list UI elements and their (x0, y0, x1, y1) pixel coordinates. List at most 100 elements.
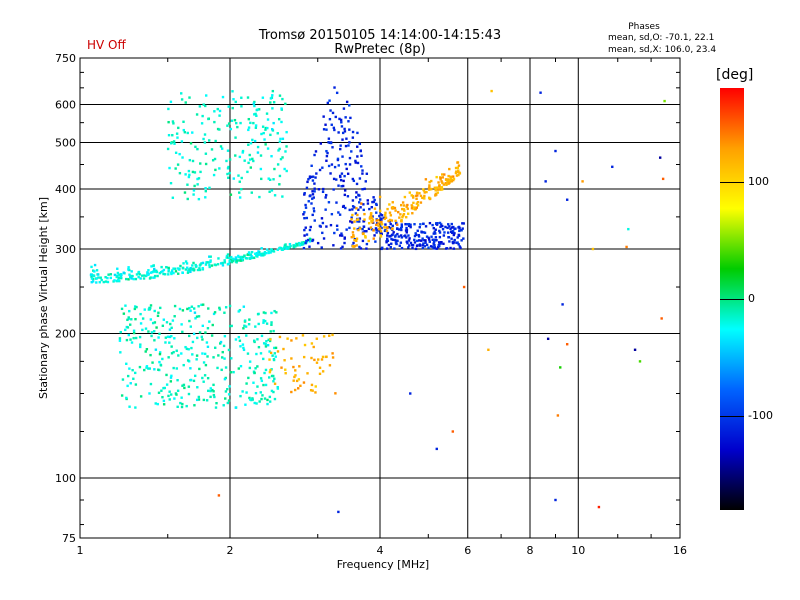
data-point (206, 261, 209, 264)
y-axis-label: Stationary phase Virtual Height [km] (37, 197, 50, 399)
data-point (209, 387, 212, 390)
data-point (247, 161, 250, 165)
data-point (227, 105, 230, 108)
y-tick-label: 400 (55, 183, 76, 196)
data-point (421, 237, 424, 240)
data-point (441, 224, 444, 228)
data-point (91, 277, 95, 281)
data-point (317, 358, 320, 361)
data-point (389, 245, 392, 249)
data-point (241, 149, 245, 153)
data-point (445, 183, 448, 186)
data-point (397, 228, 401, 231)
data-point (237, 367, 241, 370)
data-point (98, 281, 101, 284)
data-point (340, 232, 343, 235)
data-point (226, 401, 229, 405)
data-point (456, 166, 460, 169)
data-point (370, 228, 374, 231)
data-point (207, 261, 211, 264)
data-point (358, 142, 362, 146)
data-point (134, 383, 138, 386)
data-point (199, 170, 202, 174)
data-point (240, 187, 243, 191)
data-point (196, 183, 199, 186)
data-point (440, 188, 443, 191)
data-point (253, 139, 257, 143)
data-point (113, 279, 116, 282)
data-point (257, 108, 261, 111)
data-point (222, 404, 225, 407)
data-point (139, 322, 143, 325)
data-point (214, 139, 217, 143)
data-point (165, 321, 169, 324)
data-point (305, 186, 309, 190)
data-point (295, 242, 299, 246)
data-point (344, 144, 348, 148)
data-point (149, 382, 153, 386)
data-point (265, 112, 269, 115)
data-point (449, 178, 453, 181)
data-point (218, 308, 222, 311)
data-point (375, 223, 378, 227)
data-point (202, 137, 205, 141)
data-point (355, 191, 358, 194)
data-point (191, 264, 194, 267)
data-point (384, 228, 387, 232)
data-point (181, 330, 184, 334)
data-point (200, 303, 203, 307)
data-point (393, 247, 396, 250)
data-point (170, 334, 173, 338)
data-point (355, 237, 359, 240)
data-point (386, 207, 389, 211)
data-point (188, 96, 191, 99)
data-point (164, 341, 167, 344)
data-point (257, 322, 260, 326)
data-point (238, 191, 241, 194)
data-point (221, 261, 224, 265)
data-point (247, 128, 250, 132)
data-point (345, 167, 348, 171)
data-point (663, 99, 666, 103)
data-point (168, 390, 171, 393)
data-point (390, 219, 394, 222)
data-point (158, 332, 161, 336)
data-point (256, 365, 259, 368)
data-point (314, 150, 318, 153)
data-point (278, 140, 282, 143)
data-point (157, 391, 161, 394)
data-point (346, 195, 350, 198)
data-point (270, 189, 274, 192)
data-point (278, 246, 281, 250)
data-point (310, 383, 314, 387)
data-point (316, 241, 320, 245)
data-point (416, 204, 420, 207)
data-point (149, 353, 152, 357)
data-point (190, 346, 193, 350)
data-point (274, 355, 277, 358)
data-point (218, 109, 222, 113)
data-point (451, 241, 455, 245)
data-point (408, 191, 412, 194)
data-point (197, 395, 201, 399)
data-point (370, 205, 373, 209)
data-point (228, 304, 232, 308)
data-point (285, 130, 288, 134)
data-point (448, 240, 451, 243)
data-point (262, 131, 265, 135)
data-point (413, 206, 416, 209)
data-point (165, 266, 168, 269)
data-point (447, 236, 450, 239)
data-point (113, 273, 117, 277)
data-point (456, 236, 459, 239)
data-point (351, 130, 355, 134)
data-point (144, 327, 148, 330)
data-point (241, 343, 245, 346)
data-point (266, 126, 269, 130)
data-point (195, 315, 199, 318)
data-point (283, 245, 287, 249)
data-point (301, 334, 305, 337)
data-point (554, 498, 557, 502)
data-point (418, 192, 421, 195)
data-point (174, 270, 178, 273)
